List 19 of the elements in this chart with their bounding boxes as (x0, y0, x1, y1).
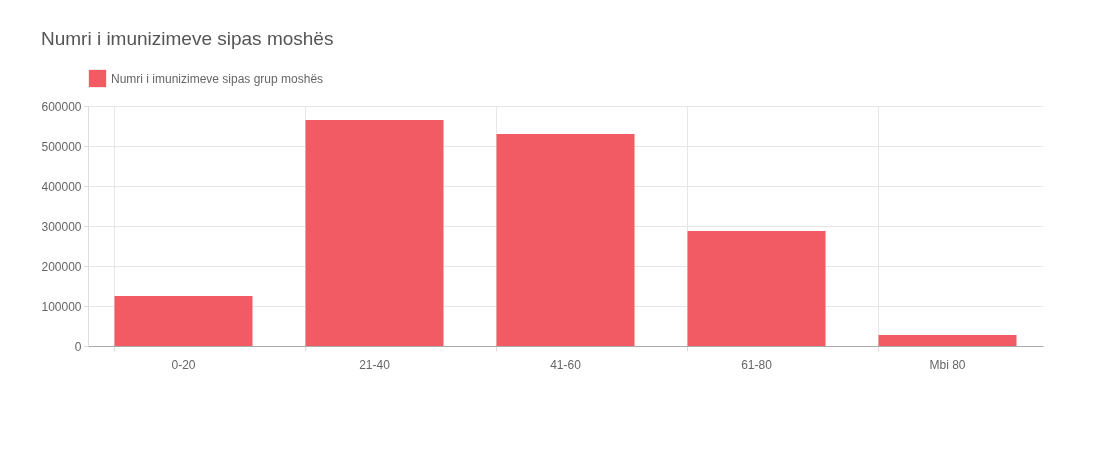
bar (114, 296, 253, 346)
x-tick-label: 61-80 (741, 357, 773, 372)
y-tick-label: 600000 (41, 99, 82, 114)
x-tick-label: 0-20 (171, 357, 196, 372)
bar (687, 231, 826, 346)
y-tick-label: 400000 (41, 179, 82, 194)
legend-label: Numri i imunizimeve sipas grup moshës (111, 71, 324, 86)
x-tick-label: 41-60 (550, 357, 582, 372)
chart-title: Numri i imunizimeve sipas moshës (40, 28, 334, 49)
y-tick-label: 100000 (41, 299, 82, 314)
y-tick-label: 500000 (41, 139, 82, 154)
y-tick-label: 300000 (41, 219, 82, 234)
bar (305, 120, 444, 346)
x-tick-label: 21-40 (359, 357, 391, 372)
bar (496, 134, 635, 346)
bar (878, 335, 1017, 346)
x-tick-label: Mbi 80 (929, 357, 966, 372)
y-tick-label: 200000 (41, 259, 82, 274)
y-tick-label: 0 (74, 339, 82, 354)
